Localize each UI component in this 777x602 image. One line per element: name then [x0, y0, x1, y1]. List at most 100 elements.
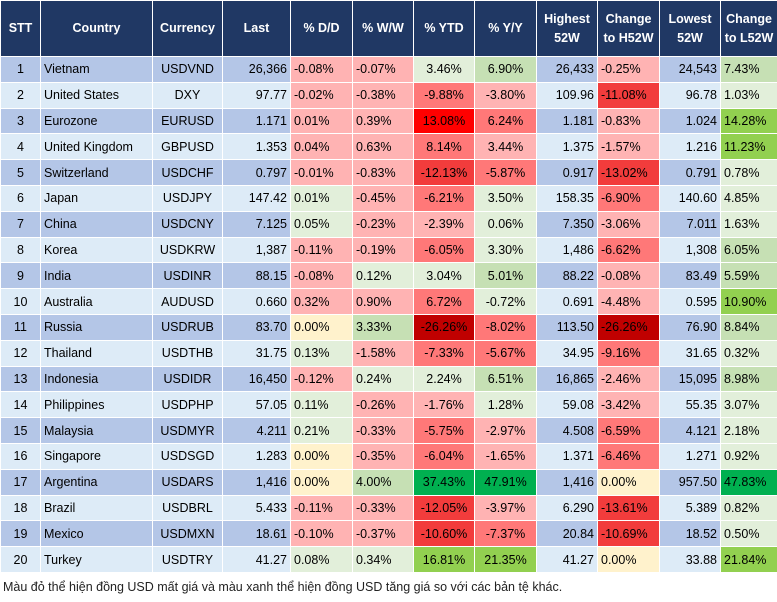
header-low-52w[interactable]: Lowest 52W: [659, 0, 721, 57]
cell-country: Australia: [40, 288, 153, 315]
cell-pct-dd: -0.11%: [290, 236, 353, 264]
table-row: 7 China USDCNY 7.125 0.05% -0.23% -2.39% 0.06% 7…: [0, 210, 777, 238]
cell-change-to-h52w: -10.69%: [597, 520, 660, 548]
cell-pct-ww: 0.12%: [352, 262, 414, 290]
cell-currency: USDTRY: [152, 546, 223, 573]
cell-pct-dd: 0.00%: [290, 313, 353, 341]
table-row: 17 Argentina USDARS 1,416 0.00% 4.00% 37.43% 47…: [0, 468, 777, 496]
header-last[interactable]: Last: [222, 0, 291, 57]
cell-pct-ytd: -6.04%: [413, 442, 475, 470]
cell-change-to-h52w: -0.08%: [597, 262, 660, 290]
cell-pct-dd: 0.32%: [290, 288, 353, 315]
cell-change-to-l52w: 10.90%: [720, 288, 777, 315]
cell-currency: USDVND: [152, 56, 223, 83]
cell-pct-yy: -5.87%: [474, 159, 537, 186]
cell-currency: USDCHF: [152, 159, 223, 186]
cell-change-to-l52w: 1.63%: [720, 210, 777, 238]
cell-change-to-l52w: 5.59%: [720, 262, 777, 290]
cell-change-to-h52w: -6.90%: [597, 184, 660, 212]
cell-pct-yy: 6.90%: [474, 56, 537, 83]
cell-pct-dd: -0.08%: [290, 56, 353, 83]
header-pct-ww[interactable]: % W/W: [352, 0, 414, 57]
cell-low-52w: 1.271: [659, 442, 721, 470]
cell-low-52w: 1.024: [659, 107, 721, 135]
cell-currency: GBPUSD: [152, 133, 223, 161]
cell-stt: 1: [0, 56, 41, 83]
header-pct-dd[interactable]: % D/D: [290, 0, 353, 57]
cell-pct-ww: 0.24%: [352, 365, 414, 393]
table-row: 4 United Kingdom GBPUSD 1.353 0.04% 0.63% 8.14…: [0, 133, 777, 161]
cell-high-52w: 1,416: [536, 468, 598, 496]
cell-change-to-l52w: 0.32%: [720, 339, 777, 367]
cell-low-52w: 957.50: [659, 468, 721, 496]
cell-pct-yy: 47.91%: [474, 468, 537, 496]
cell-currency: USDSGD: [152, 442, 223, 470]
cell-pct-dd: 0.00%: [290, 468, 353, 496]
cell-high-52w: 7.350: [536, 210, 598, 238]
cell-high-52w: 26,433: [536, 56, 598, 83]
cell-change-to-l52w: 11.23%: [720, 133, 777, 161]
cell-currency: USDJPY: [152, 184, 223, 212]
cell-stt: 5: [0, 159, 41, 186]
header-country[interactable]: Country: [40, 0, 153, 57]
cell-currency: DXY: [152, 81, 223, 109]
cell-stt: 12: [0, 339, 41, 367]
cell-change-to-l52w: 3.07%: [720, 391, 777, 419]
cell-country: Korea: [40, 236, 153, 264]
header-pct-ytd[interactable]: % YTD: [413, 0, 475, 57]
table-row: 18 Brazil USDBRL 5.433 -0.11% -0.33% -12.05% -3…: [0, 494, 777, 522]
cell-pct-yy: 6.51%: [474, 365, 537, 393]
cell-change-to-h52w: -4.48%: [597, 288, 660, 315]
table-row: 11 Russia USDRUB 83.70 0.00% 3.33% -26.26% -8.0…: [0, 313, 777, 341]
cell-pct-yy: -2.97%: [474, 417, 537, 444]
cell-high-52w: 59.08: [536, 391, 598, 419]
header-pct-yy[interactable]: % Y/Y: [474, 0, 537, 57]
cell-change-to-l52w: 6.05%: [720, 236, 777, 264]
cell-currency: USDARS: [152, 468, 223, 496]
cell-pct-dd: -0.10%: [290, 520, 353, 548]
cell-high-52w: 1,486: [536, 236, 598, 264]
cell-currency: USDCNY: [152, 210, 223, 238]
cell-stt: 2: [0, 81, 41, 109]
cell-pct-ww: -0.35%: [352, 442, 414, 470]
cell-pct-yy: -0.72%: [474, 288, 537, 315]
header-high-52w[interactable]: Highest 52W: [536, 0, 598, 57]
cell-pct-dd: -0.02%: [290, 81, 353, 109]
cell-currency: USDIDR: [152, 365, 223, 393]
cell-country: China: [40, 210, 153, 238]
table-row: 15 Malaysia USDMYR 4.211 0.21% -0.33% -5.75% -2…: [0, 417, 777, 444]
cell-stt: 20: [0, 546, 41, 573]
header-stt[interactable]: STT: [0, 0, 41, 57]
cell-pct-ww: 0.39%: [352, 107, 414, 135]
cell-country: United Kingdom: [40, 133, 153, 161]
cell-pct-ww: -0.83%: [352, 159, 414, 186]
cell-low-52w: 15,095: [659, 365, 721, 393]
cell-stt: 19: [0, 520, 41, 548]
table-row: 5 Switzerland USDCHF 0.797 -0.01% -0.83% -12.1…: [0, 159, 777, 186]
cell-pct-ww: -0.38%: [352, 81, 414, 109]
cell-change-to-h52w: -6.62%: [597, 236, 660, 264]
cell-high-52w: 158.35: [536, 184, 598, 212]
cell-stt: 17: [0, 468, 41, 496]
header-change-to-h52w[interactable]: Change to H52W: [597, 0, 660, 57]
cell-last: 1.283: [222, 442, 291, 470]
cell-low-52w: 55.35: [659, 391, 721, 419]
header-change-to-l52w[interactable]: Change to L52W: [720, 0, 777, 57]
table-row: 16 Singapore USDSGD 1.283 0.00% -0.35% -6.04% -…: [0, 442, 777, 470]
cell-high-52w: 1.181: [536, 107, 598, 135]
cell-pct-ytd: 6.72%: [413, 288, 475, 315]
cell-change-to-h52w: -6.59%: [597, 417, 660, 444]
cell-pct-ww: -0.23%: [352, 210, 414, 238]
cell-pct-yy: 5.01%: [474, 262, 537, 290]
cell-pct-yy: 0.06%: [474, 210, 537, 238]
cell-pct-ww: 4.00%: [352, 468, 414, 496]
cell-change-to-l52w: 8.84%: [720, 313, 777, 341]
cell-country: Malaysia: [40, 417, 153, 444]
cell-country: India: [40, 262, 153, 290]
cell-country: Turkey: [40, 546, 153, 573]
cell-country: Argentina: [40, 468, 153, 496]
cell-last: 1,416: [222, 468, 291, 496]
header-currency[interactable]: Currency: [152, 0, 223, 57]
table-row: 14 Philippines USDPHP 57.05 0.11% -0.26% -1.76…: [0, 391, 777, 419]
cell-stt: 10: [0, 288, 41, 315]
